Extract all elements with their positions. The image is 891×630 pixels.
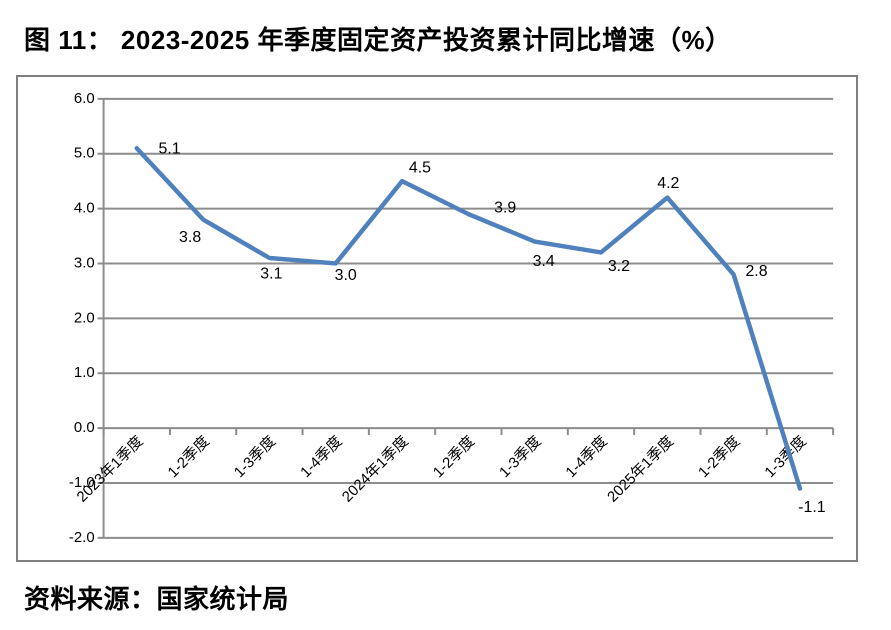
x-category-label: 1-3季度: [231, 433, 279, 481]
x-category-label: 1-2季度: [695, 433, 743, 481]
x-category-label: 1-4季度: [562, 433, 610, 481]
data-line-series: [134, 145, 803, 491]
x-category-label: 1-3季度: [496, 433, 544, 481]
data-point-label: 3.9: [494, 200, 516, 217]
chart-frame: 6.0 5.0 4.0 3.0 2.0 1.0 0.0 -1.0 -2.0 2023年1季度 1-2…: [16, 75, 858, 562]
x-category-label: 1-2季度: [430, 433, 478, 481]
x-category-label: 1-2季度: [164, 433, 212, 481]
y-tick-label: 0.0: [74, 420, 95, 436]
y-tick-label: 1.0: [74, 365, 95, 381]
y-tick-label: 5.0: [74, 146, 95, 162]
data-point-label: 4.5: [409, 160, 431, 177]
data-point-label: 3.1: [260, 265, 282, 282]
x-category-label: 1-4季度: [297, 433, 345, 481]
data-point-label: 2.8: [745, 263, 767, 280]
y-tick-label: 2.0: [74, 310, 95, 326]
data-point-label: 4.2: [657, 175, 679, 192]
y-tick-label: 6.0: [74, 91, 95, 107]
y-tick-label: -2.0: [69, 530, 95, 546]
source-note: 资料来源：国家统计局: [24, 584, 290, 614]
data-point-label: 3.8: [179, 229, 201, 246]
y-tick-label: 3.0: [74, 255, 95, 271]
x-category-label: 2023年1季度: [74, 433, 147, 506]
data-point-label: 3.4: [533, 253, 555, 270]
figure-title: 图 11： 2023-2025 年季度固定资产投资累计同比增速（%）: [24, 25, 732, 55]
x-category-label: 2024年1季度: [339, 433, 412, 506]
data-point-label: -1.1: [798, 499, 826, 516]
line-chart: 6.0 5.0 4.0 3.0 2.0 1.0 0.0 -1.0 -2.0 2023年1季度 1-2…: [69, 91, 835, 546]
y-tick-label: 4.0: [74, 201, 95, 217]
data-point-label: 3.0: [335, 267, 357, 284]
x-category-label: 2025年1季度: [604, 433, 677, 506]
data-point-label: 5.1: [159, 141, 181, 158]
y-tick-label: -1.0: [69, 475, 95, 491]
data-point-label: 3.2: [608, 258, 630, 275]
